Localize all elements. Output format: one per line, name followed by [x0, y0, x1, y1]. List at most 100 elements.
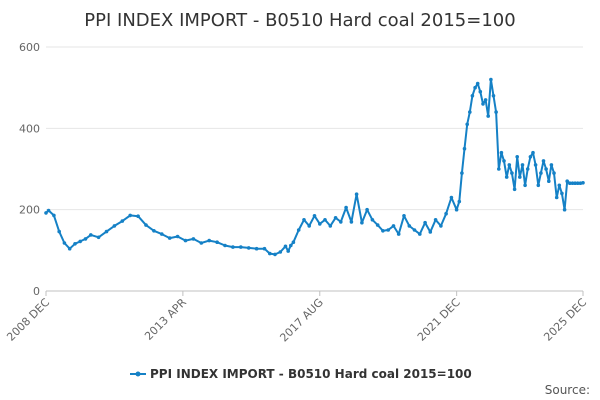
data-point[interactable]: [273, 252, 277, 257]
data-point[interactable]: [549, 163, 554, 167]
data-point[interactable]: [289, 243, 293, 248]
data-point[interactable]: [499, 150, 504, 155]
data-point[interactable]: [328, 224, 333, 228]
data-point[interactable]: [246, 246, 251, 250]
data-point[interactable]: [573, 181, 577, 185]
data-point[interactable]: [62, 241, 67, 245]
data-point[interactable]: [533, 163, 538, 167]
data-point[interactable]: [518, 175, 522, 179]
data-point[interactable]: [478, 89, 483, 94]
data-point[interactable]: [175, 234, 180, 239]
data-point[interactable]: [449, 195, 454, 200]
data-point[interactable]: [370, 218, 375, 222]
data-point[interactable]: [78, 239, 82, 244]
data-point[interactable]: [231, 245, 235, 249]
data-point[interactable]: [502, 159, 506, 163]
data-point[interactable]: [531, 150, 535, 155]
data-point[interactable]: [444, 211, 448, 216]
data-point[interactable]: [523, 183, 527, 188]
data-point[interactable]: [428, 230, 433, 234]
data-point[interactable]: [302, 218, 306, 222]
data-point[interactable]: [520, 163, 525, 167]
data-point[interactable]: [562, 207, 567, 212]
data-point[interactable]: [262, 246, 267, 251]
data-point[interactable]: [396, 232, 401, 236]
data-point[interactable]: [144, 223, 148, 227]
data-point[interactable]: [349, 220, 354, 224]
data-point[interactable]: [57, 229, 61, 234]
data-point[interactable]: [83, 237, 88, 241]
data-point[interactable]: [215, 240, 219, 244]
data-point[interactable]: [207, 238, 211, 243]
data-point[interactable]: [554, 195, 559, 200]
data-point[interactable]: [473, 85, 477, 90]
data-point[interactable]: [568, 181, 572, 185]
data-point[interactable]: [486, 114, 491, 118]
data-point[interactable]: [504, 175, 509, 179]
data-point[interactable]: [570, 181, 575, 185]
data-point[interactable]: [73, 242, 77, 246]
data-point[interactable]: [199, 241, 204, 245]
data-point[interactable]: [354, 192, 359, 196]
data-point[interactable]: [465, 122, 470, 127]
data-point[interactable]: [468, 110, 472, 114]
data-point[interactable]: [296, 228, 301, 232]
data-point[interactable]: [512, 187, 517, 192]
data-point[interactable]: [286, 249, 291, 253]
data-point[interactable]: [565, 179, 569, 183]
data-point[interactable]: [525, 167, 530, 171]
data-point[interactable]: [112, 224, 117, 228]
data-point[interactable]: [494, 110, 498, 114]
data-point[interactable]: [412, 228, 417, 232]
data-point[interactable]: [491, 94, 496, 98]
data-point[interactable]: [268, 251, 272, 256]
data-point[interactable]: [128, 213, 132, 218]
data-point[interactable]: [344, 205, 348, 210]
data-point[interactable]: [407, 224, 412, 228]
data-point[interactable]: [418, 232, 422, 236]
data-point[interactable]: [470, 94, 475, 98]
data-point[interactable]: [581, 181, 585, 185]
data-point[interactable]: [423, 220, 427, 225]
data-point[interactable]: [46, 208, 51, 213]
data-point[interactable]: [104, 229, 109, 234]
data-point[interactable]: [481, 102, 485, 106]
data-point[interactable]: [223, 243, 227, 248]
data-point[interactable]: [433, 218, 438, 222]
data-point[interactable]: [52, 213, 56, 218]
data-point[interactable]: [152, 229, 156, 233]
data-point[interactable]: [375, 223, 380, 227]
data-point[interactable]: [497, 167, 501, 171]
data-point[interactable]: [544, 167, 548, 171]
data-point[interactable]: [457, 199, 462, 204]
data-point[interactable]: [507, 163, 512, 167]
data-point[interactable]: [515, 155, 519, 159]
data-point[interactable]: [510, 171, 514, 175]
data-point[interactable]: [323, 218, 327, 222]
data-point[interactable]: [183, 238, 188, 243]
data-point[interactable]: [386, 228, 391, 232]
data-point[interactable]: [291, 240, 296, 244]
data-point[interactable]: [483, 98, 488, 102]
data-point[interactable]: [136, 214, 140, 218]
data-point[interactable]: [391, 224, 396, 228]
data-point[interactable]: [547, 179, 551, 183]
data-point[interactable]: [278, 250, 283, 254]
data-point[interactable]: [333, 216, 338, 220]
data-point[interactable]: [191, 237, 196, 241]
data-point[interactable]: [552, 171, 556, 175]
data-point[interactable]: [560, 191, 564, 196]
data-point[interactable]: [454, 207, 459, 212]
data-point[interactable]: [67, 246, 72, 251]
data-point[interactable]: [539, 171, 543, 175]
data-point[interactable]: [167, 236, 172, 240]
data-point[interactable]: [439, 224, 443, 228]
data-point[interactable]: [254, 246, 259, 251]
data-point[interactable]: [96, 235, 101, 240]
data-point[interactable]: [462, 146, 467, 151]
data-point[interactable]: [360, 220, 364, 225]
data-point[interactable]: [365, 207, 369, 212]
data-point[interactable]: [89, 233, 93, 237]
data-point[interactable]: [402, 214, 406, 218]
data-point[interactable]: [575, 181, 580, 185]
